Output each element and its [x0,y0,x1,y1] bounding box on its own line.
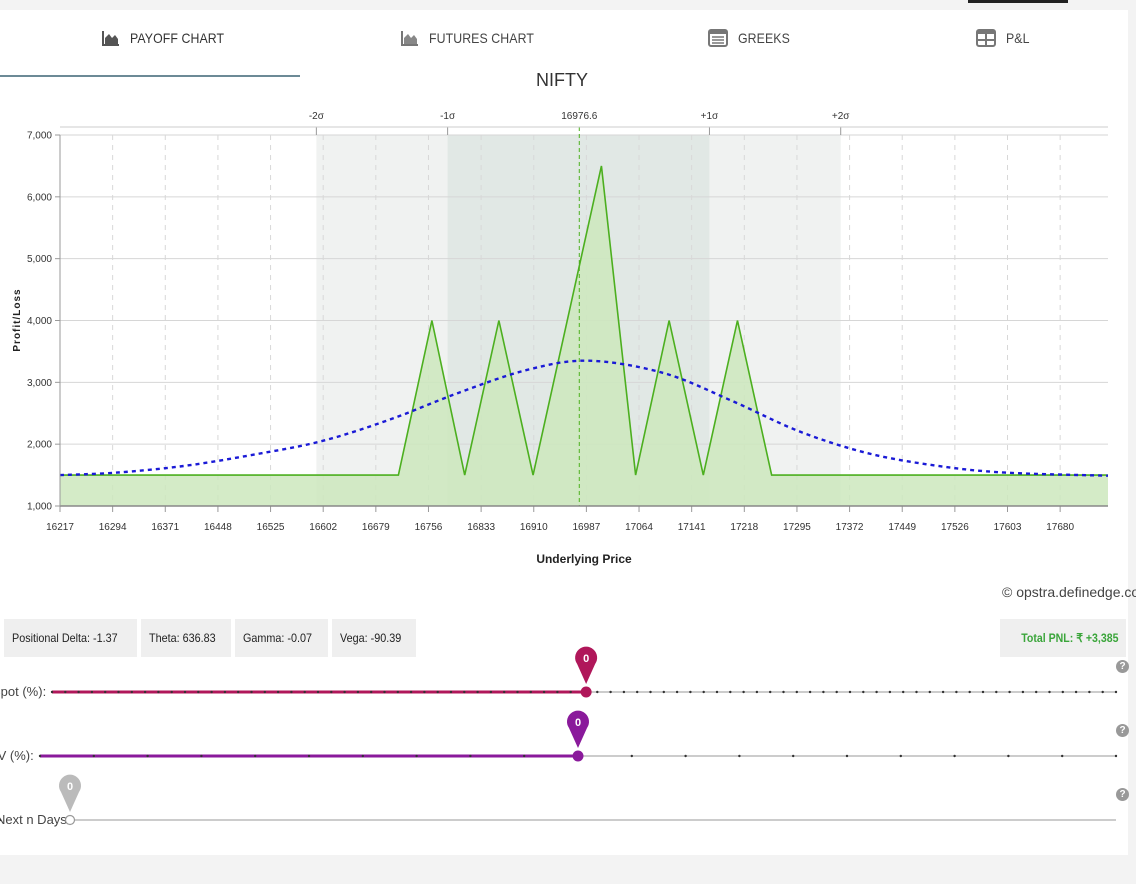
y-tick-label: 1,000 [27,502,52,513]
days-help-icon[interactable]: ? [1116,788,1129,801]
y-tick-label: 6,000 [27,192,52,203]
x-tick-label: 17449 [888,522,916,533]
total-pnl-badge: Total PNL: ₹ +3,385 [999,619,1126,657]
active-tab-underline [0,75,300,77]
tab-label: P&L [1006,30,1030,46]
x-tick-label: 17372 [836,522,864,533]
payoff-chart-svg: 1,000 2,000 3,000 4,000 5,000 6,000 7,000 16217… [12,70,1109,566]
x-tick-label: 16679 [362,522,390,533]
tab-label: PAYOFF CHART [130,30,225,46]
x-tick-label: 16448 [204,522,232,533]
top-button-edge[interactable] [968,0,1068,3]
x-tick-label: 16294 [99,522,127,533]
y-tick-label: 5,000 [27,254,52,265]
x-tick-label: 17526 [941,522,969,533]
probability-curve [59,359,1109,477]
x-tick-label: 16833 [467,522,495,533]
x-tick-label: 16525 [257,522,285,533]
x-tick-label: 16987 [572,522,600,533]
positional-delta-stat: Positional Delta: -1.37 [4,619,138,657]
payoff-line [60,165,1108,476]
credit-text: © opstra.definedge.com [1002,584,1136,600]
y-axis-title: Profit/Loss [12,288,23,351]
spot-help-icon[interactable]: ? [1116,660,1129,673]
sigma-label: +2σ [832,111,850,122]
y-tick-label: 4,000 [27,316,52,327]
x-tick-label: 17603 [994,522,1022,533]
x-tick-label: 17218 [730,522,758,533]
tab-greeks[interactable]: GREEKS [708,10,797,66]
days-slider-label: Next n Days: [0,812,71,827]
y-tick-label: 3,000 [27,378,52,389]
tab-futures-chart[interactable]: FUTURES CHART [401,10,548,66]
x-tick-label: 16371 [151,522,179,533]
spot-slider-label: Spot (%): [0,684,47,699]
x-tick-label: 17295 [783,522,811,533]
theta-stat: Theta: 636.83 [141,619,232,657]
grid-icon [976,29,996,47]
iv-slider-label: IV (%): [0,748,34,763]
iv-help-icon[interactable]: ? [1116,724,1129,737]
tab-pnl[interactable]: P&L [976,10,1033,66]
greeks-stats-bar: Positional Delta: -1.37 Theta: 636.83 Ga… [4,619,417,659]
payoff-area [60,165,1108,506]
chart-tabs: PAYOFF CHART FUTURES CHART GREEKS P&L [0,10,1136,77]
tab-label: GREEKS [738,30,790,46]
sigma-label: -2σ [309,111,325,122]
x-tick-label: 17064 [625,522,653,533]
x-tick-label: 16910 [520,522,548,533]
spot-marker-label: 16976.6 [561,111,598,122]
x-tick-label: 17680 [1046,522,1074,533]
y-tick-label: 7,000 [27,131,52,142]
sigma-label: -1σ [440,111,456,122]
payoff-chart: 1,000 2,000 3,000 4,000 5,000 6,000 7,000 16217… [0,60,1136,600]
tab-payoff-chart[interactable]: PAYOFF CHART [102,10,237,66]
area-chart-icon [102,30,120,46]
sigma-label: +1σ [701,111,719,122]
x-tick-label: 16756 [415,522,443,533]
x-tick-label: 16217 [46,522,74,533]
gamma-stat: Gamma: -0.07 [235,619,329,657]
x-tick-label: 16602 [309,522,337,533]
y-tick-label: 2,000 [27,440,52,451]
chart-title: NIFTY [536,70,588,90]
tab-label: FUTURES CHART [429,30,534,46]
x-tick-label: 17141 [678,522,706,533]
table-icon [708,29,728,47]
x-axis-title: Underlying Price [536,552,632,566]
area-chart-icon [401,30,419,46]
vega-stat: Vega: -90.39 [332,619,417,657]
